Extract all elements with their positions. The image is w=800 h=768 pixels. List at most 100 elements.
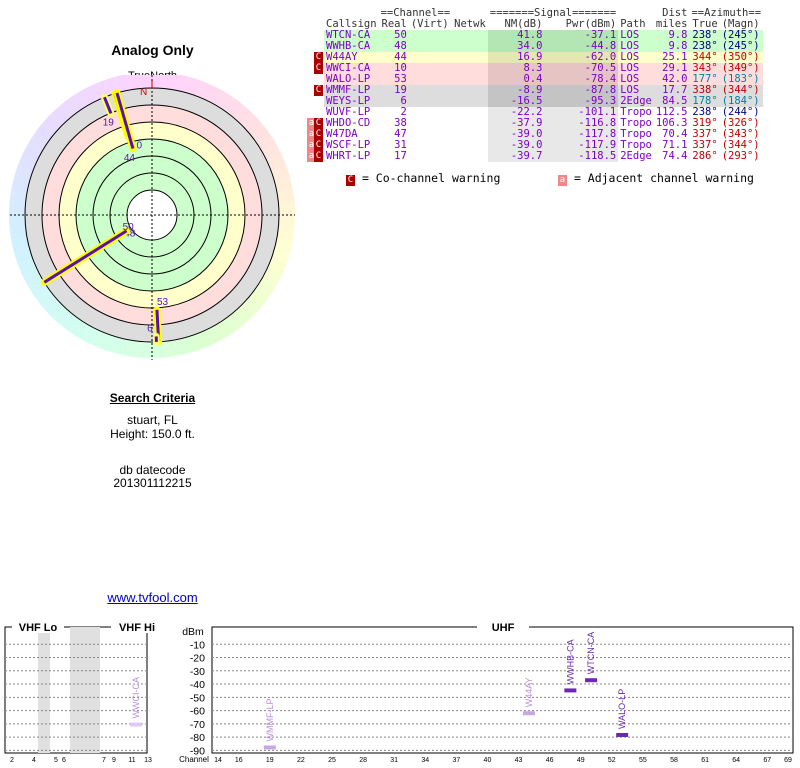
cell-miles: 17.7 (653, 85, 690, 96)
radar-band-segment (261, 143, 282, 162)
radar-band-segment (184, 76, 201, 96)
table-row: WWCI-CA 10 8.3 -70.5 LOS 29.1 343° (349°) (324, 63, 764, 74)
cell-real: 6 (378, 96, 409, 107)
cell-pwr: -44.8 (544, 41, 619, 52)
adjacent-warning-icon: a (307, 151, 316, 162)
cell-nm: 41.8 (487, 30, 545, 41)
cell-real: 17 (378, 151, 409, 162)
cell-virt (408, 151, 453, 162)
cell-real: 19 (378, 85, 409, 96)
db-code: 201301112215 (113, 476, 192, 490)
y-tick-label: -40 (190, 679, 205, 691)
group-header-azimuth: ==Azimuth== (691, 7, 762, 19)
cell-callsign: WHDO-CD (324, 118, 379, 129)
table-row: W44AY 44 16.9 -62.0 LOS 25.1 344° (350°) (324, 52, 764, 63)
cell-nm: -22.2 (487, 107, 545, 118)
cell-pwr: -87.8 (544, 85, 619, 96)
cell-magn: (350°) (719, 52, 764, 63)
band-label: VHF Lo (19, 622, 58, 634)
cell-path: Tropo (618, 117, 654, 129)
cell-miles: 106.3 (653, 117, 690, 129)
cell-netwk (452, 63, 488, 74)
table-row: WSCF-LP 31 -39.0 -117.9 Tropo 71.1 337° (344°) (324, 140, 764, 151)
station-power-mark (263, 745, 276, 750)
cell-true: 319° (689, 118, 720, 129)
y-tick-label: -80 (190, 732, 205, 744)
cell-callsign: WWCI-CA (324, 63, 379, 74)
co-channel-warning-icon: C (314, 52, 323, 63)
x-tick-label: 7 (102, 757, 106, 764)
radar-band-segment (163, 340, 177, 358)
cell-nm: 34.0 (487, 41, 545, 52)
cell-virt (408, 118, 453, 129)
cell-real: 47 (378, 129, 409, 140)
band-label-backing (477, 621, 529, 633)
adjacent-warning-icon: a (307, 140, 316, 151)
group-header-channel: ==Channel== (380, 7, 451, 19)
cell-callsign: W47DA (324, 129, 379, 140)
y-tick-label: -60 (190, 706, 205, 718)
cell-netwk (452, 52, 488, 63)
x-tick-label: 31 (390, 757, 398, 764)
col-miles: miles (655, 18, 688, 30)
radar-band-segment (69, 91, 89, 111)
radar-band-segment (9, 226, 27, 240)
radar-band-segment (233, 304, 254, 325)
radar-band-segment (80, 324, 99, 345)
cell-nm: -8.9 (487, 85, 545, 96)
co-channel-warning-icon: C (314, 63, 323, 74)
radar-band-segment (42, 296, 63, 317)
radar-band-segment (277, 226, 295, 240)
cell-magn: (184°) (719, 96, 764, 107)
adjacent-warning-icon: a (307, 118, 316, 129)
radar-band-segment (256, 132, 276, 152)
table-row: WHDO-CD 38 -37.9 -116.8 Tropo 106.3 319° (326°) (324, 117, 764, 129)
cell-pwr: -78.4 (544, 74, 619, 85)
db-label: db datecode (119, 463, 186, 477)
search-criteria-title: Search Criteria (109, 391, 196, 405)
table-row: WMMF-LP 19 -8.9 -87.8 LOS 17.7 338° (344°) (324, 85, 764, 96)
x-tick-label: 46 (546, 757, 554, 764)
radar-band-segment (174, 337, 190, 356)
cell-netwk (452, 96, 488, 107)
cell-pwr: -118.5 (544, 151, 619, 162)
band-label-backing (12, 621, 64, 633)
cell-nm: -39.0 (487, 129, 545, 140)
radar-band-segment (139, 341, 152, 358)
band-label: VHF Hi (119, 622, 155, 634)
cell-virt (408, 63, 453, 74)
cell-real: 38 (378, 118, 409, 129)
tvfool-link[interactable]: www.tvfool.com (107, 590, 198, 605)
y-tick-label: -30 (190, 666, 205, 678)
cell-real: 48 (378, 41, 409, 52)
x-tick-label: 69 (784, 757, 792, 764)
cell-miles: 84.5 (653, 96, 690, 107)
radar-band-segment (114, 75, 130, 93)
cell-path: 2Edge (618, 95, 654, 107)
cell-real: 53 (378, 74, 409, 85)
cell-path: LOS (618, 85, 654, 96)
cell-pwr: -117.8 (544, 129, 619, 140)
cell-true: 177° (689, 74, 720, 85)
radar-band-segment (114, 337, 130, 356)
radar-band-segment (127, 340, 141, 358)
table-row: WEYS-LP 6 -16.5 -95.3 2Edge 84.5 178° (184°) (324, 95, 764, 107)
radar-band-segment (278, 202, 295, 215)
cell-virt (408, 85, 453, 96)
radar-band-segment (127, 75, 141, 90)
page-title: Analog Only (111, 42, 194, 58)
col-magn: (Magn) (721, 18, 760, 30)
x-tick-label: 2 (10, 757, 14, 764)
radar-point-label: 10 (131, 141, 143, 152)
radar-band-segment (249, 123, 270, 143)
radar-band-segment (215, 319, 235, 339)
table-row: WALO-LP 53 0.4 -78.4 LOS 42.0 177° (183°) (324, 74, 764, 85)
cell-nm: -37.9 (487, 118, 545, 129)
cell-nm: 8.3 (487, 63, 545, 74)
radar-band-segment (11, 177, 30, 193)
radar-band-segment (69, 319, 89, 339)
co-channel-text: = Co-channel warning (361, 171, 501, 185)
x-tick-label: 43 (515, 757, 523, 764)
radar-band-segment (152, 75, 165, 89)
cell-true: 337° (689, 129, 720, 140)
